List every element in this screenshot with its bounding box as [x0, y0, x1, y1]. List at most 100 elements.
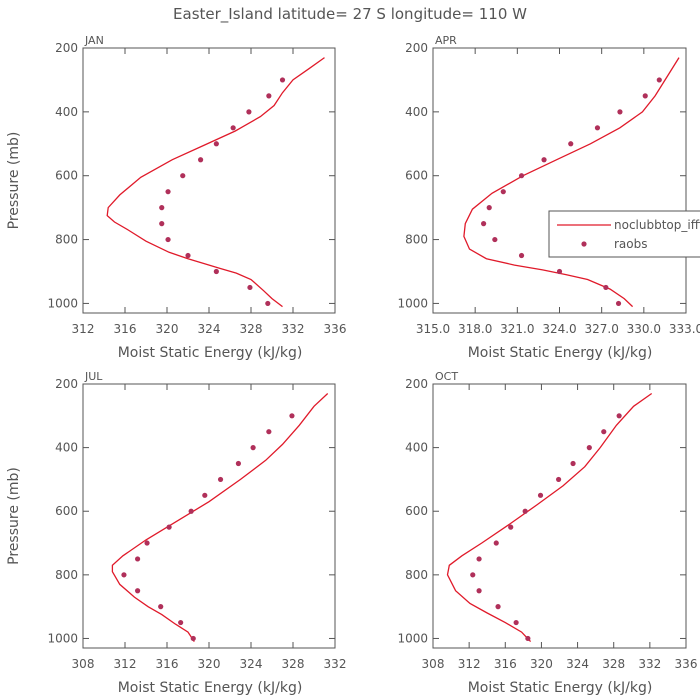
x-axis-label: Moist Static Energy (kJ/kg) — [118, 345, 303, 361]
raob-point — [178, 619, 184, 626]
raob-point — [586, 445, 592, 451]
raob-point — [159, 221, 165, 227]
raob-point — [213, 268, 219, 275]
panel-apr: 315.0 318.0 321.0 324.0 327.0 330.0 333.0 200 40… — [397, 34, 700, 361]
raob-point — [246, 109, 252, 115]
x-tick-label: 336 — [675, 657, 698, 671]
raob-point — [230, 125, 236, 131]
raob-point — [266, 429, 272, 435]
x-tick-label: 312 — [114, 657, 137, 671]
raob-point — [568, 141, 574, 147]
raob-point — [235, 460, 241, 467]
raob-point — [492, 236, 498, 243]
y-tick-label: 200 — [405, 377, 428, 391]
y-tick-label: 200 — [55, 41, 78, 55]
raob-point — [121, 572, 127, 578]
panel-label: JUL — [84, 370, 103, 383]
raob-point — [135, 588, 141, 594]
raob-point — [556, 268, 563, 275]
x-tick-label: 316 — [156, 657, 179, 671]
raob-point — [570, 460, 576, 467]
y-tick-label: 1000 — [47, 296, 78, 310]
raob-point — [525, 635, 531, 642]
raob-point — [555, 476, 562, 483]
raob-point — [500, 189, 506, 195]
x-tick-label: 315.0 — [416, 322, 450, 336]
plot-frame — [82, 383, 336, 649]
x-tick-label: 308 — [72, 657, 95, 671]
raob-point — [158, 604, 164, 610]
y-tick-label: 400 — [405, 105, 428, 119]
x-tick-label: 328 — [282, 657, 305, 671]
model-profile-line — [111, 393, 329, 642]
panel-jul: 308 312 316 320 324 328 332 200 400 600 800 1000 JUL… — [6, 370, 346, 696]
y-tick-label: 600 — [55, 504, 78, 518]
panel-oct: 308 312 316 320 324 328 332 336 200 400 600 800 1000… — [397, 370, 697, 696]
y-tick-label: 400 — [405, 441, 428, 455]
raob-point — [202, 492, 208, 498]
x-tick-label: 321.0 — [500, 322, 534, 336]
x-tick-label: 324.0 — [542, 322, 576, 336]
raob-point — [180, 173, 186, 179]
x-tick-label: 316 — [114, 322, 137, 336]
raob-point — [185, 252, 191, 259]
model-profile-line — [446, 392, 653, 643]
x-tick-label: 332 — [324, 657, 347, 671]
x-tick-label: 332 — [282, 322, 305, 336]
y-tick-label: 600 — [55, 169, 78, 183]
x-tick-label: 312 — [458, 657, 481, 671]
raob-point — [508, 524, 514, 530]
y-tick-label: 600 — [405, 504, 428, 518]
raob-point — [495, 604, 501, 610]
x-tick-label: 328 — [240, 322, 263, 336]
panel-jan: 312 316 320 324 328 332 336 200 400 600 800 1000 JAN… — [6, 34, 346, 361]
raob-point — [217, 476, 224, 483]
raob-point — [616, 413, 622, 419]
x-tick-label: 330.0 — [627, 322, 661, 336]
x-axis-label: Moist Static Energy (kJ/kg) — [468, 680, 653, 696]
y-tick-label: 200 — [55, 377, 78, 391]
y-tick-label: 400 — [55, 105, 78, 119]
raob-point — [537, 492, 544, 498]
raob-point — [493, 540, 499, 546]
x-tick-label: 333.0 — [669, 322, 700, 336]
legend-label-model: noclubbtop_iffix — [614, 218, 700, 232]
x-axis-label: Moist Static Energy (kJ/kg) — [118, 680, 303, 696]
y-tick-label: 400 — [55, 441, 78, 455]
raob-point — [518, 173, 525, 179]
raob-point — [159, 205, 165, 211]
y-tick-label: 1000 — [397, 296, 428, 310]
raob-point — [190, 635, 196, 642]
plot-frame — [82, 47, 336, 314]
raob-point — [165, 236, 171, 243]
raob-point — [279, 77, 286, 83]
raob-point — [541, 157, 547, 163]
x-tick-label: 316 — [494, 657, 517, 671]
y-tick-label: 800 — [55, 568, 78, 582]
x-tick-label: 308 — [422, 657, 445, 671]
raob-point — [476, 588, 482, 594]
x-tick-label: 324 — [240, 657, 263, 671]
panel-label: APR — [435, 34, 457, 47]
raob-point — [615, 300, 622, 307]
y-axis-label: Pressure (mb) — [6, 132, 22, 230]
x-tick-label: 312 — [72, 322, 95, 336]
raob-point — [289, 413, 295, 419]
x-tick-label: 324 — [566, 657, 589, 671]
raob-point — [518, 252, 525, 259]
x-tick-label: 318.0 — [458, 322, 492, 336]
panel-label: OCT — [435, 370, 458, 383]
x-tick-label: 324 — [198, 322, 221, 336]
raob-point — [250, 445, 256, 451]
x-tick-label: 332 — [638, 657, 661, 671]
plot-frame — [432, 383, 687, 649]
figure-title: Easter_Island latitude= 27 S longitude= … — [173, 5, 527, 24]
y-tick-label: 800 — [405, 233, 428, 247]
x-tick-label: 320 — [530, 657, 553, 671]
panels: 312 316 320 324 328 332 336 200 400 600 800 1000 JAN… — [6, 34, 700, 696]
x-tick-label: 320 — [198, 657, 221, 671]
raob-point — [470, 572, 476, 578]
model-profile-line — [106, 57, 325, 308]
x-tick-label: 327.0 — [584, 322, 618, 336]
raob-point — [522, 508, 528, 514]
